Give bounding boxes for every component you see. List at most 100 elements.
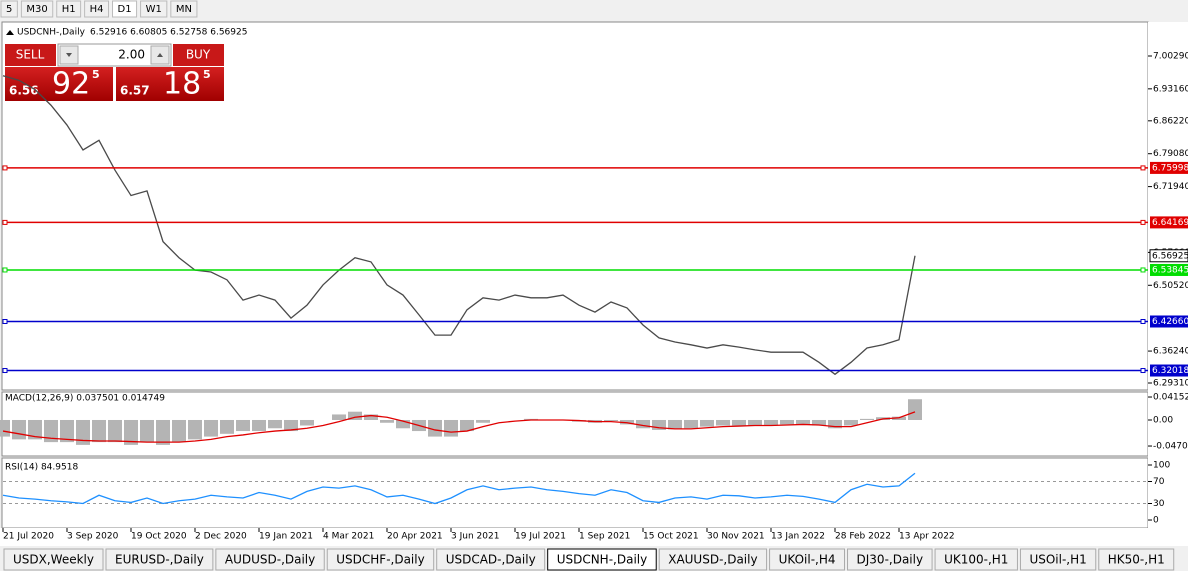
- timeframe-button[interactable]: W1: [146, 4, 162, 15]
- tab-frame[interactable]: [934, 548, 1018, 571]
- indicator-title: MACD(12,26,9) 0.037501 0.014749: [5, 394, 165, 404]
- collapse-icon[interactable]: [6, 30, 14, 35]
- macd-bar: [300, 419, 314, 426]
- indicator-title: RSI(14) 84.9518: [5, 463, 78, 473]
- tab-frame[interactable]: [847, 548, 933, 571]
- timeframe-frame[interactable]: [20, 0, 54, 18]
- timeframe-frame[interactable]: [84, 0, 110, 18]
- price-line: [2, 75, 916, 376]
- sell-label: SELL: [16, 48, 45, 62]
- tab-frame[interactable]: [3, 548, 104, 571]
- macd-bar: [828, 419, 842, 429]
- x-tick-label: 28 Feb 2022: [835, 532, 891, 542]
- x-tick-label: 20 Apr 2021: [387, 532, 443, 542]
- tab-frame[interactable]: [769, 548, 846, 571]
- symbol-tab[interactable]: UK100-,H1: [944, 553, 1008, 567]
- macd-bar: [444, 419, 458, 437]
- symbol-tab[interactable]: EURUSD-,Daily: [115, 553, 204, 567]
- macd-bar: [764, 419, 778, 426]
- y-tick-label: 70: [1153, 477, 1165, 487]
- symbol-tab[interactable]: XAUUSD-,Daily: [668, 553, 757, 567]
- macd-bar: [284, 419, 298, 432]
- symbol: USDCNH-,Daily: [17, 28, 86, 38]
- level-handle[interactable]: [2, 318, 8, 324]
- macd-bar: [172, 419, 186, 443]
- timeframe-button[interactable]: MN: [176, 4, 192, 15]
- level-label-box: [1150, 364, 1188, 377]
- level-handle[interactable]: [2, 165, 8, 171]
- timeframe-frame[interactable]: [0, 0, 18, 18]
- level-handle[interactable]: [2, 219, 8, 225]
- sell-button[interactable]: [5, 44, 56, 66]
- macd-bar: [108, 419, 122, 443]
- tab-frame[interactable]: [547, 548, 657, 571]
- level-label: 6.53845: [1152, 265, 1188, 275]
- level-handle[interactable]: [2, 267, 8, 273]
- ohlc: 6.52916 6.60805 6.52758 6.56925: [90, 28, 247, 38]
- macd-bar: [204, 419, 218, 437]
- timeframe-button[interactable]: M30: [26, 4, 47, 15]
- lot-value: 2.00: [118, 48, 145, 62]
- macd-bar: [668, 419, 682, 430]
- tab-frame[interactable]: [215, 548, 325, 571]
- buy-pips: 18: [163, 67, 201, 102]
- buy-button[interactable]: [173, 44, 224, 66]
- macd-bar: [268, 419, 282, 429]
- buy-price-box[interactable]: [116, 67, 224, 101]
- y-tick-label: 6.79080: [1153, 149, 1188, 159]
- timeframe-frame[interactable]: [170, 0, 198, 18]
- tab-frame[interactable]: [436, 548, 546, 571]
- macd-bar: [476, 419, 490, 423]
- symbol-tab[interactable]: USDX,Weekly: [13, 553, 94, 567]
- y-tick-label: 6.29310: [1153, 378, 1188, 388]
- sell-price-box[interactable]: [5, 67, 113, 101]
- symbol-tab[interactable]: UKOil-,H4: [779, 553, 836, 567]
- tab-frame[interactable]: [658, 548, 768, 571]
- tab-frame[interactable]: [105, 548, 214, 571]
- last-price: 6.56925: [1152, 251, 1188, 261]
- macd-bar: [908, 399, 922, 420]
- sell-pips: 92: [52, 67, 90, 102]
- level-handle[interactable]: [1140, 165, 1146, 171]
- level-handle[interactable]: [2, 368, 8, 374]
- macd-bar: [76, 419, 90, 445]
- symbol-tab[interactable]: USOil-,H1: [1029, 553, 1086, 567]
- symbol-tab[interactable]: USDCHF-,Daily: [336, 553, 424, 567]
- timeframe-button[interactable]: 5: [6, 4, 12, 15]
- timeframe-button[interactable]: D1: [118, 4, 132, 15]
- tab-frame[interactable]: [1019, 548, 1097, 571]
- sell-big: 6.56: [9, 84, 39, 98]
- level-handle[interactable]: [1140, 368, 1146, 374]
- x-tick-label: 13 Jan 2022: [771, 532, 825, 542]
- macd-bar: [636, 419, 650, 429]
- timeframe-frame[interactable]: [56, 0, 82, 18]
- symbol-tab[interactable]: HK50-,H1: [1108, 553, 1165, 567]
- timeframe-frame[interactable]: [112, 0, 138, 18]
- level-handle[interactable]: [1140, 267, 1146, 273]
- level-handle[interactable]: [1140, 219, 1146, 225]
- buy-frac: 5: [203, 68, 211, 81]
- y-tick-label: 100: [1153, 460, 1170, 470]
- x-tick-label: 15 Oct 2021: [643, 532, 699, 542]
- symbol-tab[interactable]: USDCNH-,Daily: [557, 553, 648, 567]
- level-label: 6.64169: [1152, 218, 1188, 228]
- x-tick-label: 21 Jul 2020: [3, 532, 54, 542]
- timeframe-button[interactable]: H1: [62, 4, 76, 15]
- symbol-tab[interactable]: USDCAD-,Daily: [446, 553, 536, 567]
- macd-bar: [60, 419, 74, 443]
- macd-bar: [140, 419, 154, 443]
- level-handle[interactable]: [1140, 318, 1146, 324]
- symbol-tab[interactable]: DJ30-,Daily: [857, 553, 924, 567]
- sell-frac: 5: [92, 68, 100, 81]
- tab-frame[interactable]: [326, 548, 435, 571]
- y-tick-label: 6.93160: [1153, 84, 1188, 94]
- tab-frame[interactable]: [1098, 548, 1175, 571]
- macd-bar: [700, 419, 714, 427]
- timeframe-frame[interactable]: [140, 0, 168, 18]
- timeframe-button[interactable]: H4: [90, 4, 104, 15]
- x-tick-label: 13 Apr 2022: [899, 532, 955, 542]
- lot-input[interactable]: [57, 43, 172, 67]
- symbol-tab[interactable]: AUDUSD-,Daily: [225, 553, 315, 567]
- macd-bar: [796, 419, 810, 425]
